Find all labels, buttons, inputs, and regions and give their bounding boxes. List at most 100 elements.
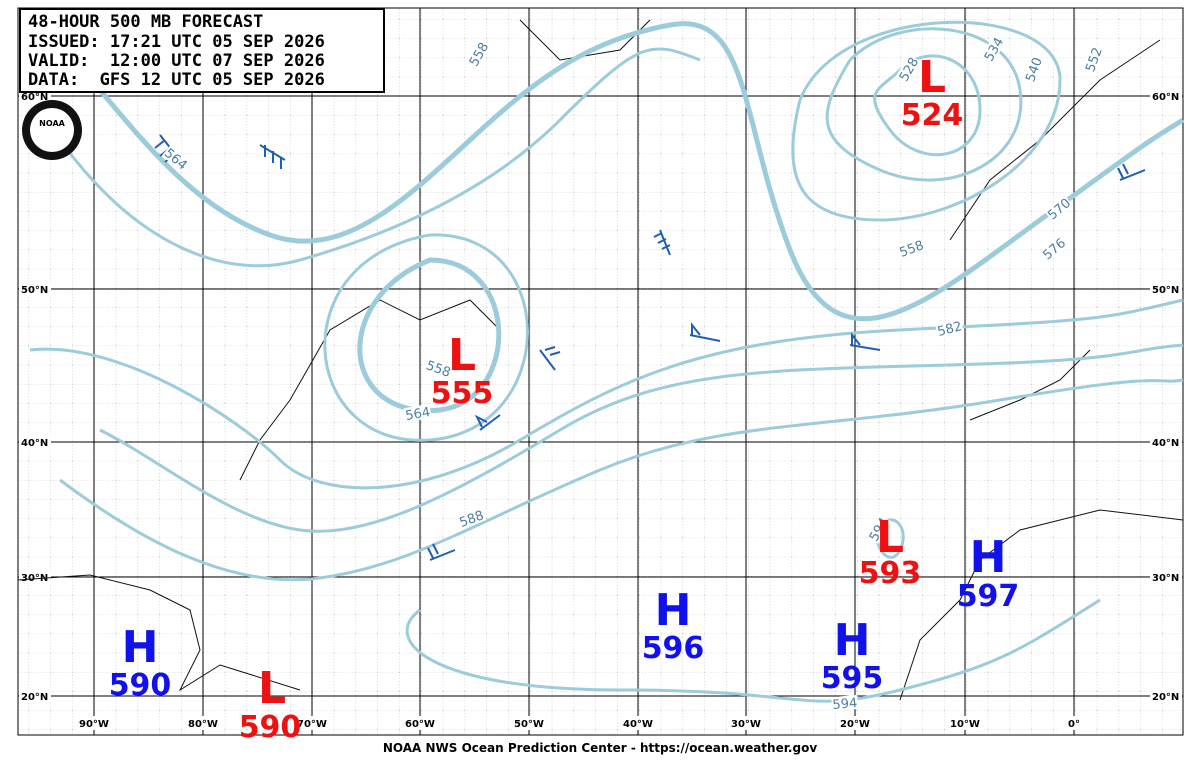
contour-label-bg bbox=[424, 357, 454, 380]
contour-label-bg bbox=[1082, 44, 1105, 74]
center-value: 524 bbox=[901, 98, 964, 133]
lon-label-box bbox=[621, 716, 655, 730]
lon-label: 40°W bbox=[623, 719, 653, 730]
wind-barb bbox=[427, 543, 456, 561]
lat-label: 30°N bbox=[1152, 573, 1179, 584]
logo-inner bbox=[30, 108, 74, 152]
center-value: 590 bbox=[109, 668, 172, 703]
contour-label: 582 bbox=[936, 319, 964, 340]
lon-label-box bbox=[512, 716, 546, 730]
contour-line bbox=[825, 27, 1023, 182]
lon-label: 20°W bbox=[840, 719, 870, 730]
contour-line bbox=[791, 20, 1062, 222]
contour-label-bg bbox=[980, 34, 1006, 64]
center-symbol: L bbox=[876, 512, 904, 563]
wind-barb bbox=[259, 144, 286, 169]
lat-label: 40°N bbox=[1152, 438, 1179, 449]
contour-label-bg bbox=[465, 39, 491, 69]
contour-line bbox=[873, 54, 982, 157]
lat-label: 20°N bbox=[21, 692, 48, 703]
center-value: 595 bbox=[821, 661, 884, 696]
footer: NOAA NWS Ocean Prediction Center - https… bbox=[383, 741, 817, 755]
contour-line bbox=[323, 233, 529, 442]
wind-barb bbox=[474, 414, 501, 431]
lat-label: 20°N bbox=[1152, 692, 1179, 703]
graticule: 90°W 80°W 70°W 60°W 50°W 40°W 30°W 20°W 10°W 0° 60… bbox=[18, 8, 1183, 735]
contour-line bbox=[98, 21, 1185, 322]
contour-label-bg bbox=[1022, 54, 1045, 84]
lon-label: 50°W bbox=[514, 719, 544, 730]
header-line: VALID: 12:00 UTC 07 SEP 2026 bbox=[28, 51, 325, 71]
lat-label-box bbox=[1150, 89, 1182, 103]
lon-label: 0° bbox=[1068, 719, 1080, 730]
minor-grid bbox=[18, 8, 1183, 735]
lon-label: 70°W bbox=[297, 719, 327, 730]
lat-label: 60°N bbox=[1152, 92, 1179, 103]
wind-barb bbox=[689, 322, 721, 342]
contour-line bbox=[405, 598, 1101, 703]
center-symbol: L bbox=[258, 663, 286, 714]
lat-label-box bbox=[19, 282, 51, 296]
lon-label: 10°W bbox=[950, 719, 980, 730]
lon-label: 90°W bbox=[79, 719, 109, 730]
lon-label-box bbox=[77, 716, 111, 730]
contour-label-bg bbox=[831, 694, 859, 712]
contour-label: 594 bbox=[832, 696, 858, 713]
lon-label-box bbox=[295, 716, 329, 730]
contour-label-bg bbox=[456, 507, 486, 530]
header-line: 48-HOUR 500 MB FORECAST bbox=[28, 12, 263, 32]
center-symbol: L bbox=[448, 330, 476, 381]
contour-label-bg bbox=[935, 317, 964, 339]
center-symbol: H bbox=[122, 622, 159, 673]
contour-line bbox=[99, 343, 1184, 533]
lat-label: 60°N bbox=[21, 92, 48, 103]
lon-label-box bbox=[838, 716, 872, 730]
lat-label-box bbox=[19, 570, 51, 584]
center-value: 593 bbox=[859, 556, 922, 591]
header-box: 48-HOUR 500 MB FORECAST ISSUED: 17:21 UT… bbox=[19, 8, 385, 93]
contour-label-bg bbox=[161, 144, 191, 173]
logo-text: NOAA bbox=[39, 119, 65, 128]
contour-label-bg bbox=[896, 237, 926, 260]
lat-label-box bbox=[1150, 282, 1182, 296]
contour-line bbox=[59, 378, 1184, 582]
lon-label: 30°W bbox=[731, 719, 761, 730]
center-value: 590 bbox=[239, 710, 302, 745]
wind-barb bbox=[539, 346, 561, 371]
center-value: 555 bbox=[431, 376, 494, 411]
lat-label-box bbox=[19, 435, 51, 449]
contours bbox=[29, 20, 1185, 703]
contour-label-bg bbox=[403, 403, 432, 423]
lat-label-box bbox=[1150, 435, 1182, 449]
header-frame bbox=[19, 8, 385, 93]
lon-label-box bbox=[403, 716, 437, 730]
lon-label-box bbox=[948, 716, 982, 730]
contour-label-bg bbox=[865, 514, 891, 544]
center-value: 597 bbox=[957, 579, 1020, 614]
header-line: DATA: GFS 12 UTC 05 SEP 2026 bbox=[28, 70, 325, 90]
lat-label-box bbox=[19, 689, 51, 703]
center-symbol: L bbox=[918, 52, 946, 103]
center-symbol: H bbox=[834, 615, 871, 666]
lat-label-box bbox=[1150, 689, 1182, 703]
contour-label-bg bbox=[1039, 234, 1069, 263]
center-value: 596 bbox=[642, 631, 705, 666]
contour-label-bg bbox=[1044, 194, 1074, 223]
lat-label: 50°N bbox=[21, 285, 48, 296]
lon-label-box bbox=[186, 716, 220, 730]
lon-label-box bbox=[1057, 716, 1091, 730]
contour-line bbox=[58, 47, 701, 268]
center-symbol: H bbox=[655, 585, 692, 636]
center-symbol: H bbox=[970, 532, 1007, 583]
header-line: ISSUED: 17:21 UTC 05 SEP 2026 bbox=[28, 32, 325, 52]
wind-barb bbox=[1117, 163, 1146, 181]
wind-barb bbox=[653, 229, 671, 256]
contour-label: 564 bbox=[404, 405, 431, 424]
wind-barb bbox=[849, 332, 881, 351]
lat-label: 40°N bbox=[21, 438, 48, 449]
